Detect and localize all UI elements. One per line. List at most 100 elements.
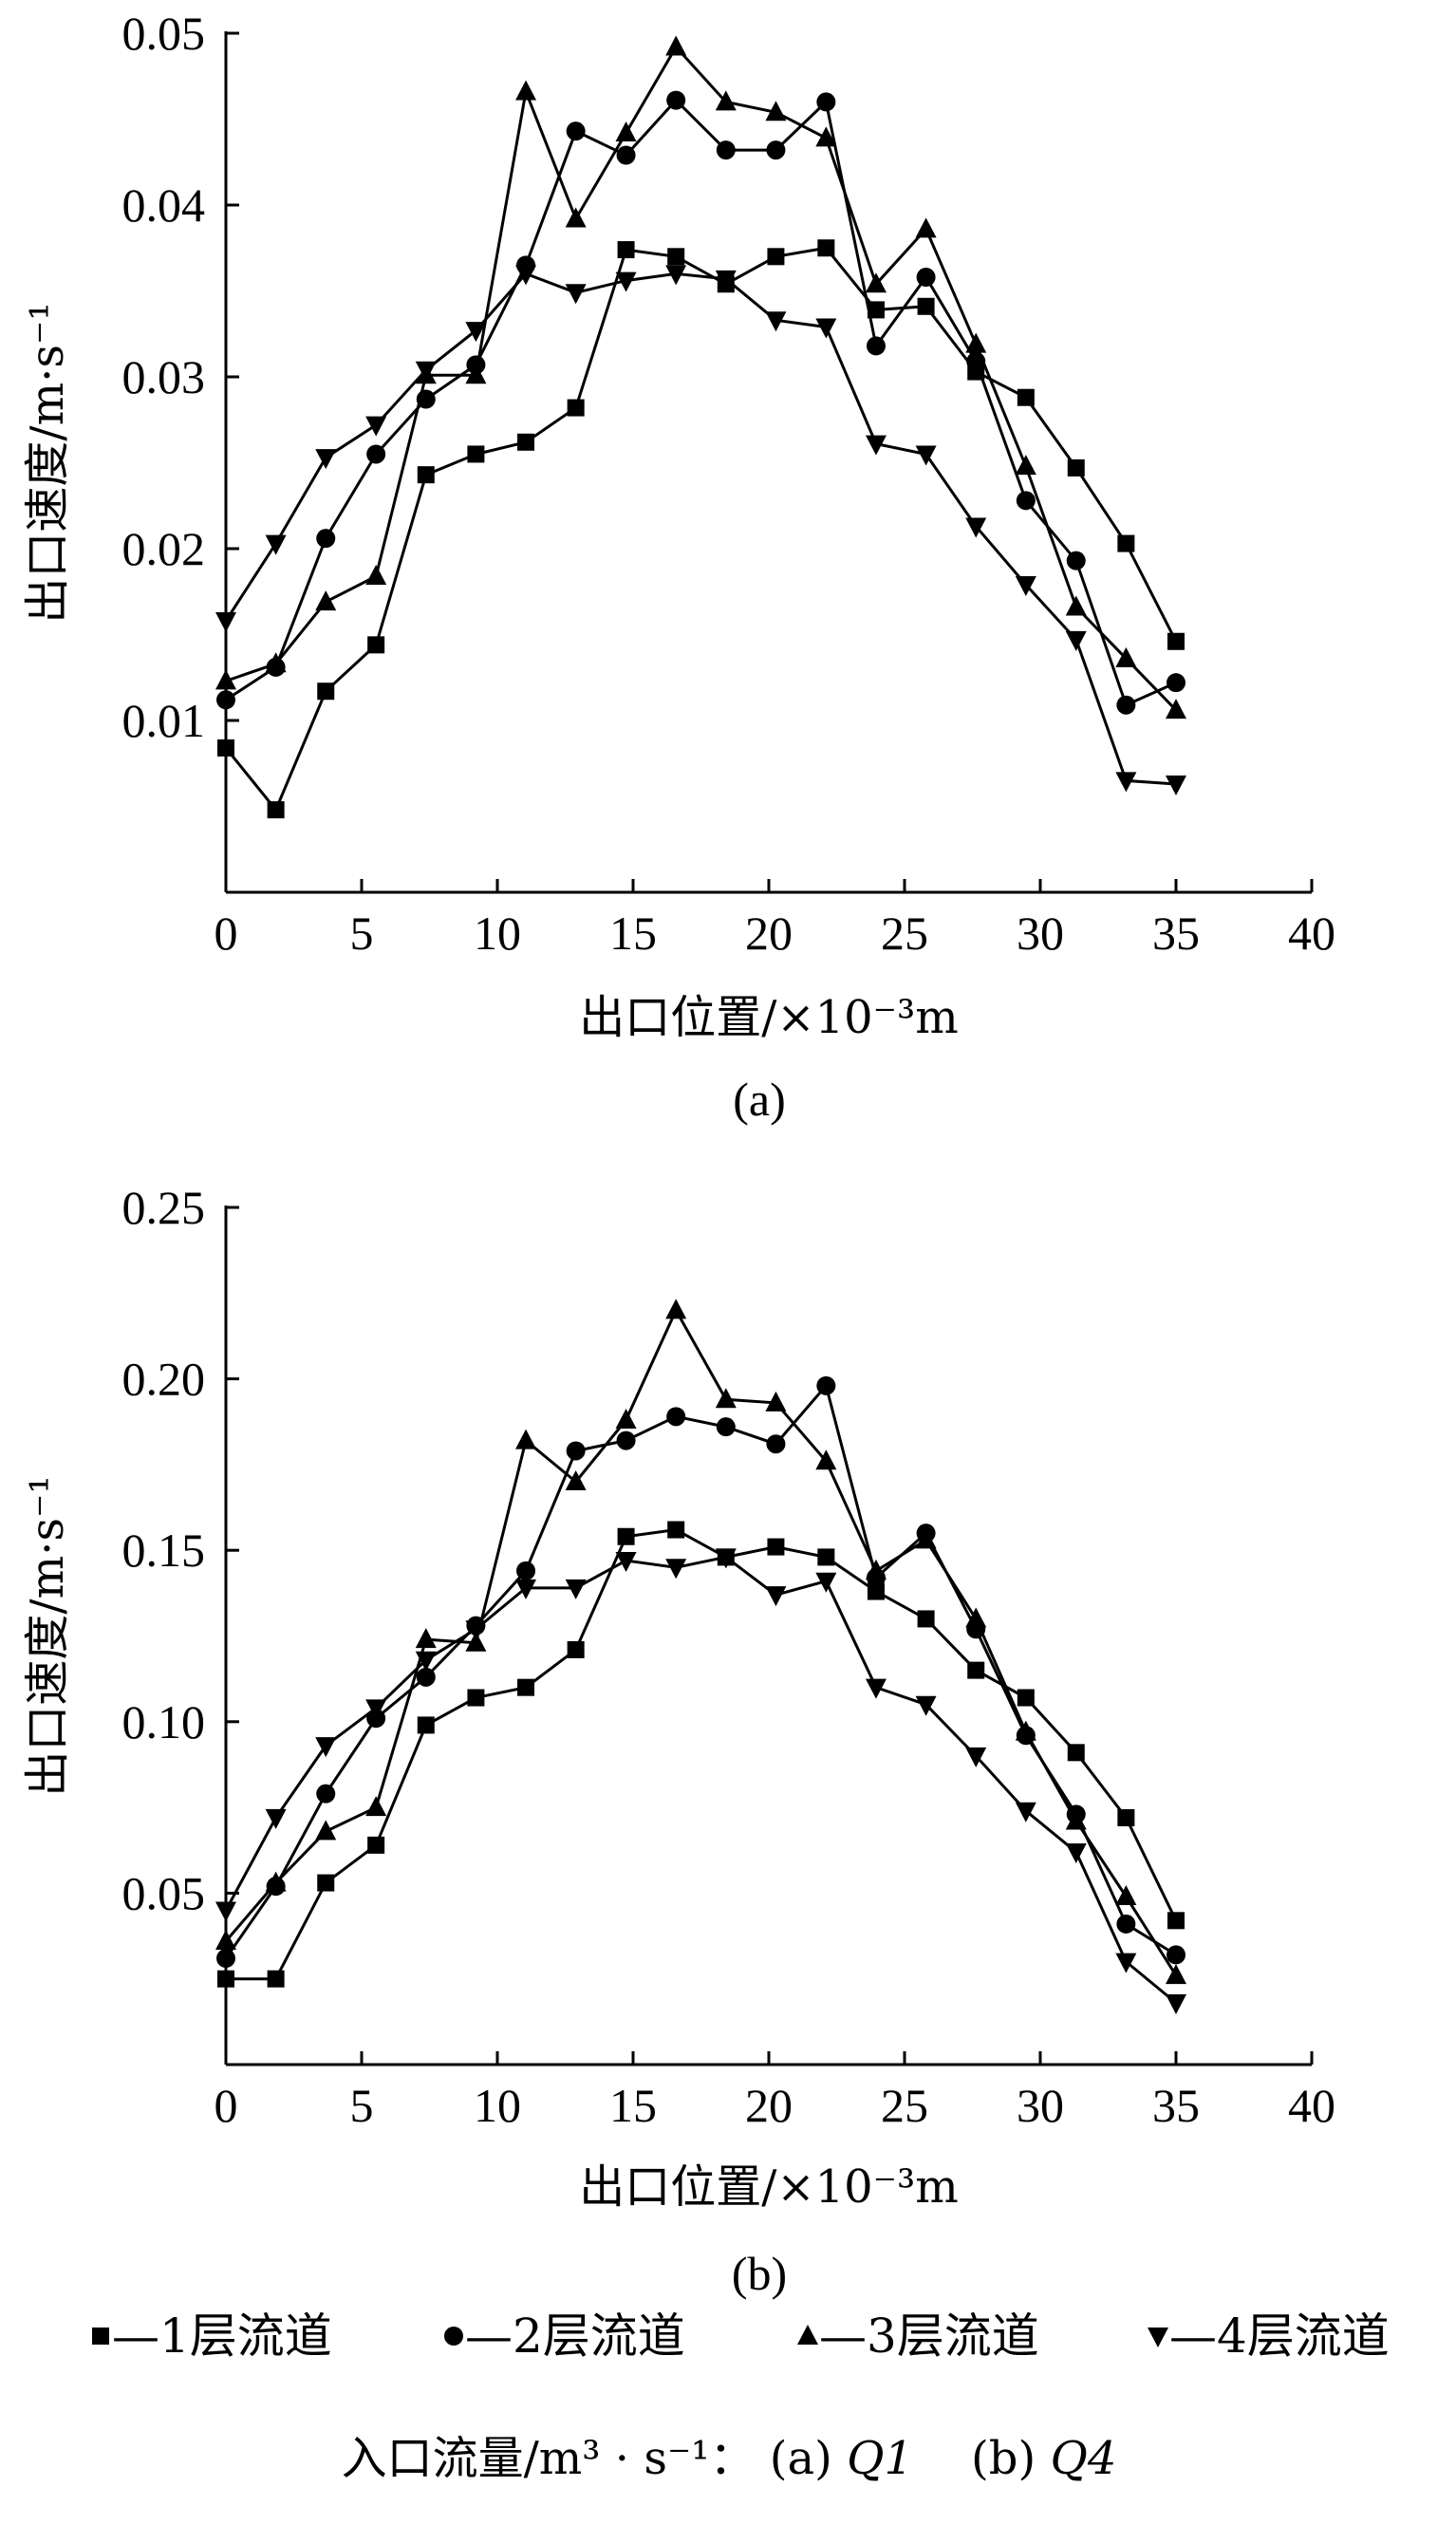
data-point — [916, 268, 936, 288]
legend-marker-shape — [797, 2325, 818, 2345]
data-point — [766, 1434, 786, 1454]
data-point — [267, 1970, 285, 1988]
data-point — [716, 1417, 736, 1437]
legend: —1层流道 —2层流道 —3层流道 —4层流道 — [92, 2309, 1390, 2364]
data-point — [365, 1699, 387, 1720]
y-axis-title: 出口速度/m·s⁻¹ — [21, 302, 74, 623]
data-point — [465, 364, 487, 384]
data-point — [265, 534, 287, 555]
data-point — [866, 336, 886, 356]
data-point — [567, 399, 585, 417]
x-tick-label: 0 — [215, 907, 238, 960]
data-point — [517, 1678, 535, 1696]
x-tick-label: 30 — [1017, 907, 1064, 960]
figure-caption: 入口流量/m³ · s⁻¹： (a) Q1 (b) Q4 — [342, 2432, 1117, 2485]
data-point — [1167, 632, 1185, 650]
x-axis-title: 出口位置/×10⁻³m — [579, 991, 959, 1044]
data-point — [516, 1561, 536, 1580]
data-point — [265, 652, 287, 673]
data-point — [865, 1678, 887, 1699]
data-point — [816, 92, 836, 112]
data-point — [365, 1796, 387, 1817]
data-point — [1167, 673, 1185, 693]
data-point — [817, 239, 835, 257]
data-point — [616, 145, 636, 165]
data-point — [665, 35, 687, 56]
data-point — [665, 1299, 687, 1319]
data-point — [315, 1737, 337, 1758]
data-point — [1015, 1802, 1036, 1823]
data-point — [1115, 1885, 1137, 1906]
data-point — [617, 241, 635, 259]
data-point — [1065, 630, 1087, 651]
chart-panel-a: 0 5 10 15 20 25 30 35 40 0.01 0.02 0.03 0.04 0.05 出口位置… — [21, 7, 1335, 1126]
data-point — [965, 517, 987, 538]
x-tick-label: 20 — [745, 907, 793, 960]
data-point — [1167, 1912, 1185, 1930]
data-point — [1117, 534, 1135, 552]
data-point — [1115, 772, 1137, 793]
series-3 — [215, 1299, 1186, 1985]
x-tick-label: 0 — [215, 2079, 238, 2132]
legend-marker-triangle-down — [1148, 2328, 1168, 2347]
x-tick-label: 30 — [1017, 2079, 1064, 2132]
legend-marker-circle — [444, 2327, 463, 2346]
data-point — [467, 1689, 485, 1707]
data-point — [1166, 699, 1186, 720]
series-2 — [216, 1375, 1185, 1969]
series-3 — [215, 35, 1186, 720]
caption-prefix: 入口流量/m³ · s⁻¹： (a) — [342, 2432, 848, 2485]
x-tick-label: 10 — [474, 2079, 521, 2132]
legend-marker-triangle-up — [797, 2325, 818, 2345]
x-tick-label: 5 — [350, 2079, 374, 2132]
data-point — [367, 636, 385, 654]
x-tick-label: 20 — [745, 2079, 793, 2132]
series-line — [224, 271, 1177, 786]
data-point — [617, 1527, 635, 1545]
data-point — [317, 682, 335, 701]
data-point — [815, 1572, 837, 1593]
legend-marker-shape — [1148, 2328, 1168, 2347]
data-point — [366, 444, 386, 464]
data-point — [715, 90, 737, 111]
data-point — [667, 1521, 685, 1539]
data-point — [217, 1970, 234, 1988]
data-point — [765, 1586, 787, 1607]
data-point — [615, 121, 637, 141]
data-point — [715, 1388, 737, 1409]
panel-label: (b) — [732, 2247, 787, 2300]
y-tick-label: 0.02 — [122, 522, 206, 575]
data-point — [767, 1538, 785, 1556]
y-tick-label: 0.05 — [122, 7, 206, 60]
data-point — [316, 529, 336, 549]
data-point — [915, 445, 937, 466]
data-point — [915, 217, 937, 238]
data-point — [815, 1449, 837, 1470]
x-tick-label: 40 — [1288, 2079, 1335, 2132]
data-point — [1066, 551, 1086, 570]
data-point — [216, 690, 235, 710]
data-point — [416, 1667, 436, 1687]
series-line — [225, 98, 1177, 707]
legend-marker-shape — [444, 2327, 463, 2346]
data-point — [1115, 646, 1137, 667]
series-line — [224, 1382, 1177, 1959]
data-point — [415, 1628, 437, 1649]
legend-item-4: —4层流道 — [1148, 2309, 1390, 2364]
data-point — [766, 140, 786, 160]
data-point — [1067, 458, 1085, 477]
x-tick-label: 35 — [1152, 2079, 1200, 2132]
data-point — [566, 122, 586, 141]
series-1 — [217, 239, 1185, 819]
legend-item-2: —2层流道 — [444, 2309, 685, 2364]
legend-label-1: —1层流道 — [112, 2309, 332, 2364]
data-point — [467, 445, 485, 463]
data-point — [817, 1548, 835, 1566]
y-tick-label: 0.01 — [122, 694, 206, 747]
data-point — [465, 1631, 487, 1652]
data-point — [1166, 775, 1186, 795]
series-line — [224, 1555, 1177, 2005]
caption-q1: Q1 — [847, 2432, 913, 2485]
data-point — [465, 322, 487, 343]
series-4 — [215, 1548, 1186, 2014]
